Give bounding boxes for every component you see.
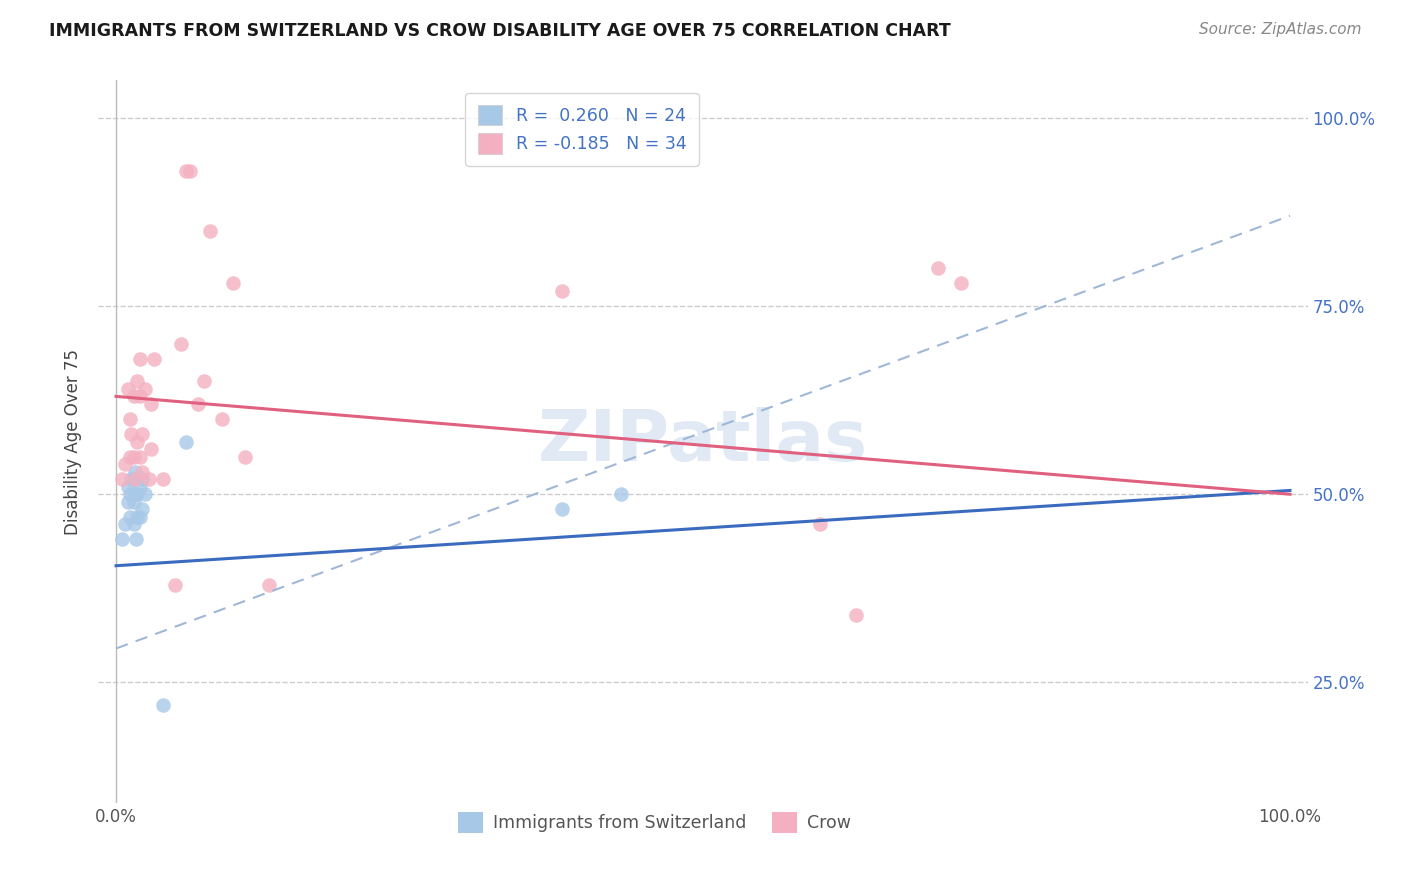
Point bbox=[120, 427, 142, 442]
Point bbox=[257, 577, 280, 591]
Point bbox=[122, 517, 145, 532]
Point bbox=[127, 375, 149, 389]
Point bbox=[141, 442, 163, 456]
Point bbox=[169, 336, 191, 351]
Point bbox=[808, 517, 831, 532]
Text: Source: ZipAtlas.com: Source: ZipAtlas.com bbox=[1198, 22, 1361, 37]
Point bbox=[120, 487, 142, 501]
Point bbox=[131, 465, 153, 479]
Point bbox=[131, 427, 153, 442]
Point bbox=[551, 502, 574, 516]
Point bbox=[138, 472, 160, 486]
Point bbox=[128, 450, 150, 464]
Point bbox=[198, 224, 221, 238]
Point bbox=[950, 277, 973, 291]
Point bbox=[179, 163, 201, 178]
Point bbox=[117, 382, 139, 396]
Text: ZIPatlas: ZIPatlas bbox=[538, 407, 868, 476]
Point bbox=[122, 389, 145, 403]
Point bbox=[845, 607, 868, 622]
Point bbox=[927, 261, 949, 276]
Point bbox=[131, 502, 153, 516]
Point bbox=[122, 472, 145, 486]
Point bbox=[124, 487, 146, 501]
Point bbox=[127, 487, 149, 501]
Point bbox=[163, 577, 186, 591]
Point bbox=[114, 457, 136, 471]
Point bbox=[128, 389, 150, 403]
Point bbox=[117, 494, 139, 508]
Point bbox=[131, 472, 153, 486]
Point bbox=[141, 397, 163, 411]
Point bbox=[176, 163, 198, 178]
Point bbox=[187, 397, 209, 411]
Point bbox=[551, 284, 574, 298]
Point bbox=[122, 494, 145, 508]
Point bbox=[127, 434, 149, 449]
Point bbox=[610, 487, 633, 501]
Point bbox=[142, 351, 165, 366]
Point bbox=[125, 533, 148, 547]
Point bbox=[152, 698, 174, 712]
Point bbox=[111, 472, 134, 486]
Point bbox=[233, 450, 256, 464]
Point bbox=[111, 533, 134, 547]
Point bbox=[124, 472, 146, 486]
Point bbox=[128, 509, 150, 524]
Point bbox=[127, 509, 149, 524]
Text: IMMIGRANTS FROM SWITZERLAND VS CROW DISABILITY AGE OVER 75 CORRELATION CHART: IMMIGRANTS FROM SWITZERLAND VS CROW DISA… bbox=[49, 22, 950, 40]
Point bbox=[193, 375, 215, 389]
Point bbox=[134, 382, 156, 396]
Point bbox=[128, 480, 150, 494]
Point bbox=[114, 517, 136, 532]
Point bbox=[122, 450, 145, 464]
Point bbox=[124, 465, 146, 479]
Point bbox=[120, 412, 142, 426]
Legend: Immigrants from Switzerland, Crow: Immigrants from Switzerland, Crow bbox=[446, 800, 863, 845]
Point bbox=[128, 351, 150, 366]
Point bbox=[117, 480, 139, 494]
Point bbox=[134, 487, 156, 501]
Point bbox=[222, 277, 245, 291]
Y-axis label: Disability Age Over 75: Disability Age Over 75 bbox=[65, 349, 83, 534]
Point bbox=[152, 472, 174, 486]
Point bbox=[120, 472, 142, 486]
Point bbox=[120, 509, 142, 524]
Point bbox=[211, 412, 233, 426]
Point bbox=[120, 450, 142, 464]
Point bbox=[176, 434, 198, 449]
